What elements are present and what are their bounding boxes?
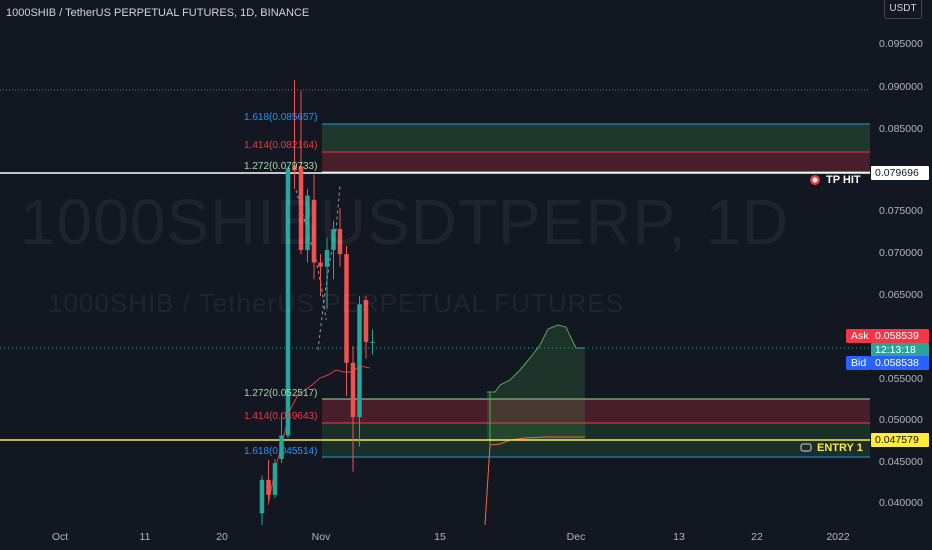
candle [266,459,271,501]
candle-body [298,166,304,250]
indicator-upper-line [487,324,585,393]
indicator-lower-line [484,436,585,526]
bid-price-tag: 0.058538 [871,356,929,370]
candles-layer [259,80,375,525]
price-tick: 0.065000 [879,289,923,301]
symbol-title[interactable]: 1000SHIB / TetherUS PERPETUAL FUTURES, 1… [6,7,310,19]
candle-body [350,362,356,418]
upper-fib-zone-red [322,152,870,172]
lower-fib-zone-red [322,399,870,423]
candle-body [370,341,375,343]
candle [350,346,356,472]
time-tick: 11 [139,531,151,543]
candle [305,188,310,263]
fib-label-1618-lower: 1.618(0.045514) [244,446,318,457]
candle-body [331,229,336,250]
tp-price-tag: 0.079696 [871,166,929,180]
candle-body [285,168,291,436]
candle-body [259,479,265,514]
bid-label: Bid [846,356,872,370]
candle [324,237,330,309]
entry-label: ENTRY 1 [817,442,863,454]
candle-body [279,435,284,459]
candle [298,91,304,255]
candle [331,220,336,280]
price-tick: 0.085000 [879,123,923,135]
fib-label-1618-upper: 1.618(0.085657) [244,112,318,123]
price-tick: 0.040000 [879,497,923,509]
candle-body [305,195,310,250]
candle [292,80,297,189]
ask-label: Ask [846,329,874,343]
moving-average-line [267,365,371,506]
candle [357,295,362,447]
candle-body [292,166,297,171]
price-tick: 0.075000 [879,205,923,217]
candle-body [363,300,369,342]
candle [363,295,369,359]
fib-label-1414-lower: 1.414(0.049643) [244,411,318,422]
candle [311,174,317,280]
candle-body [311,199,317,263]
ask-price-tag: 0.058539 [871,329,929,343]
candle-body [324,249,330,267]
tp-hit-icon-inner [812,177,818,183]
candle [285,166,291,439]
candle-body [337,229,343,255]
candle-body [318,262,323,267]
watermark-description: 1000SHIB / TetherUS PERPETUAL FUTURES [48,288,624,318]
candle [272,458,278,499]
entry-icon [800,443,812,452]
projection-line-2 [317,184,341,351]
price-tick: 0.095000 [879,38,923,50]
time-tick: 20 [216,531,228,543]
time-tick: 13 [673,531,685,543]
time-axis[interactable] [0,525,870,550]
price-tick: 0.055000 [879,373,923,385]
countdown-tag: 12:13:18 [871,343,929,357]
candle-body [272,463,278,495]
price-tick: 0.070000 [879,247,923,259]
fib-label-1272-lower: 1.272(0.052517) [244,388,318,399]
watermark-symbol: 1000SHIBUSDTPERP, 1D [20,186,790,258]
price-tick: 0.090000 [879,81,923,93]
tp-hit-label: TP HIT [826,174,861,186]
fib-label-1414-upper: 1.414(0.082164) [244,140,318,151]
upper-fib-zone-green [322,124,870,152]
indicator-forecast-area [487,325,585,440]
fib-label-1272-upper: 1.272(0.079733) [244,161,318,172]
time-tick: 15 [434,531,446,543]
candle [370,329,375,355]
currency-badge[interactable]: USDT [884,0,922,19]
time-tick: 22 [751,531,763,543]
time-tick: Dec [566,531,586,543]
candle [344,245,349,397]
candle-body [357,304,362,418]
time-tick: 2022 [826,531,850,543]
candle [279,412,284,464]
price-tick: 0.050000 [879,414,923,426]
candle [259,475,265,525]
candle-body [344,254,349,363]
candle [337,208,343,267]
price-tick: 0.045000 [879,456,923,468]
candle [318,254,323,296]
candle-body [266,479,271,495]
time-tick: Oct [51,531,69,543]
entry-price-tag: 0.047579 [871,433,929,447]
time-tick: Nov [311,531,331,543]
